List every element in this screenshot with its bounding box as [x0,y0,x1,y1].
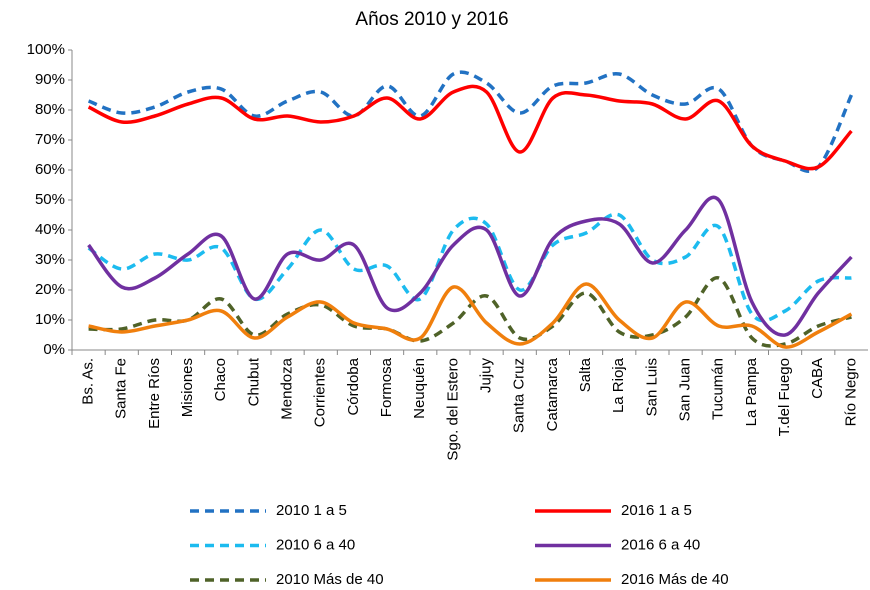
x-tick-label: Salta [577,357,594,392]
y-tick-label: 90% [35,71,65,88]
x-tick-label: Santa Fe [113,358,130,419]
series-line [87,195,853,337]
y-tick-label: 40% [35,221,65,238]
y-tick-label: 20% [35,281,65,298]
y-tick-label: 80% [35,101,65,118]
x-tick-label: Córdoba [345,357,362,415]
y-tick-label: 70% [35,131,65,148]
legend-label: 2016 Más de 40 [621,571,729,588]
x-tick-label: La Pampa [743,357,760,426]
x-tick-label: Sgo. del Estero [444,358,461,461]
y-tick-label: 50% [35,191,65,208]
x-tick-label: CABA [809,358,826,399]
series-line [88,276,852,348]
x-tick-label: T.del Fuego [776,358,793,436]
x-tick-label: Misiones [179,358,196,417]
x-tick-label: Neuquén [411,358,428,419]
y-tick-label: 30% [35,251,65,268]
x-tick-label: San Luis [643,358,660,416]
x-tick-label: Tucumán [710,358,727,420]
legend-label: 2010 Más de 40 [276,571,384,588]
legend-label: 2010 6 a 40 [276,536,355,553]
x-tick-label: Mendoza [279,357,296,419]
legend-label: 2016 6 a 40 [621,536,700,553]
x-tick-label: Santa Cruz [511,358,528,433]
y-tick-label: 100% [27,41,65,58]
x-tick-label: Formosa [378,357,395,417]
chart-title: Años 2010 y 2016 [355,9,508,30]
x-tick-label: Chubut [245,357,262,406]
y-tick-label: 10% [35,311,65,328]
x-tick-label: La Rioja [610,357,627,413]
series-line [87,212,852,323]
x-tick-label: Bs. As. [80,358,97,405]
x-tick-label: San Juan [677,358,694,421]
legend-label: 2010 1 a 5 [276,502,347,519]
x-tick-label: Catamarca [544,357,561,431]
x-tick-label: Chaco [212,358,229,401]
series-line [87,70,854,173]
x-tick-label: Jujuy [478,358,495,394]
x-tick-label: Corrientes [312,358,329,427]
y-tick-label: 60% [35,161,65,178]
series-line [87,84,853,171]
x-tick-label: Entre Ríos [146,358,163,429]
series-line [88,282,853,349]
y-tick-label: 0% [43,341,65,358]
legend-label: 2016 1 a 5 [621,502,692,519]
x-tick-label: Río Negro [842,358,859,426]
